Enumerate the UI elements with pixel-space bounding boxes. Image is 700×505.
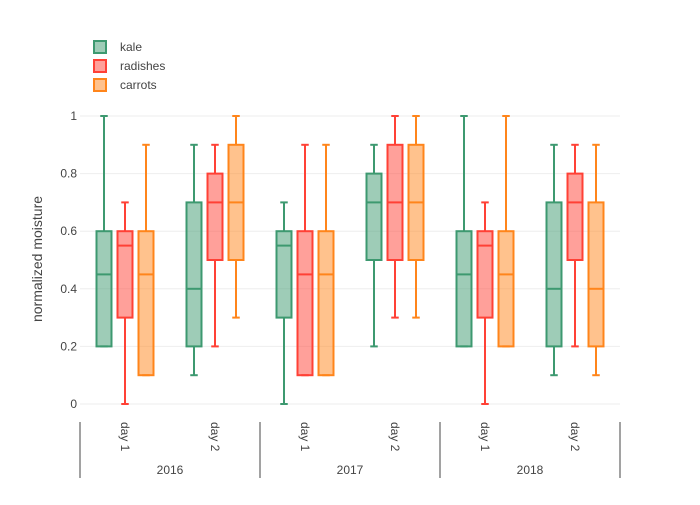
y-tick-label: 1 xyxy=(70,109,77,123)
legend-swatch xyxy=(93,59,107,73)
box-iqr xyxy=(185,201,203,348)
legend-label: radishes xyxy=(120,59,165,73)
x-tick-label: day 1 xyxy=(298,422,312,452)
legend[interactable]: kale radishes carrots xyxy=(93,40,165,92)
box-iqr xyxy=(116,230,134,319)
legend-label: kale xyxy=(120,40,142,54)
box-iqr xyxy=(545,201,563,348)
box-iqr xyxy=(476,230,494,319)
box-kale xyxy=(185,143,203,377)
box-carrots xyxy=(407,115,425,319)
box-radishes xyxy=(116,201,134,405)
box-iqr xyxy=(317,230,335,377)
box-kale xyxy=(95,115,113,348)
box-kale xyxy=(275,201,293,405)
y-axis-title: normalized moisture xyxy=(29,196,45,322)
legend-swatch xyxy=(93,78,107,92)
axes-layer: 0 0.2 0.4 0.6 0.8 1 day 1 day 2 2016 day 1 day 2 20… xyxy=(60,109,621,478)
y-tick-label: 0.6 xyxy=(60,224,77,238)
group-label: 2018 xyxy=(517,463,544,477)
box-series-layer xyxy=(95,115,605,405)
box-radishes xyxy=(386,115,404,319)
box-kale xyxy=(545,143,563,377)
box-radishes xyxy=(566,143,584,348)
x-tick-label: day 1 xyxy=(478,422,492,452)
legend-item-radishes[interactable]: radishes xyxy=(93,59,165,73)
legend-item-kale[interactable]: kale xyxy=(93,40,142,54)
group-label: 2016 xyxy=(157,463,184,477)
box-radishes xyxy=(476,201,494,405)
y-tick-label: 0 xyxy=(70,397,77,411)
group-label: 2017 xyxy=(337,463,364,477)
x-tick-label: day 2 xyxy=(388,422,402,452)
x-tick-label: day 2 xyxy=(568,422,582,452)
box-iqr xyxy=(206,172,224,262)
x-tick-label: day 2 xyxy=(208,422,222,452)
box-iqr xyxy=(275,230,293,319)
legend-label: carrots xyxy=(120,78,157,92)
box-iqr xyxy=(296,230,314,377)
box-iqr xyxy=(587,201,605,348)
box-radishes xyxy=(206,143,224,348)
legend-swatch xyxy=(93,40,107,54)
box-carrots xyxy=(137,143,155,377)
y-tick-label: 0.8 xyxy=(60,167,77,181)
box-iqr xyxy=(566,172,584,262)
box-kale xyxy=(455,115,473,348)
y-tick-label: 0.2 xyxy=(60,339,77,353)
box-carrots xyxy=(497,115,515,348)
gridlines xyxy=(80,115,620,405)
box-iqr xyxy=(497,230,515,348)
box-iqr xyxy=(95,230,113,348)
box-iqr xyxy=(455,230,473,348)
legend-item-carrots[interactable]: carrots xyxy=(93,78,157,92)
y-tick-label: 0.4 xyxy=(60,282,77,296)
box-iqr xyxy=(137,230,155,377)
box-iqr xyxy=(365,172,383,262)
box-carrots xyxy=(317,143,335,377)
box-carrots xyxy=(227,115,245,319)
box-kale xyxy=(365,143,383,348)
box-radishes xyxy=(296,143,314,377)
x-tick-label: day 1 xyxy=(118,422,132,452)
box-carrots xyxy=(587,143,605,377)
